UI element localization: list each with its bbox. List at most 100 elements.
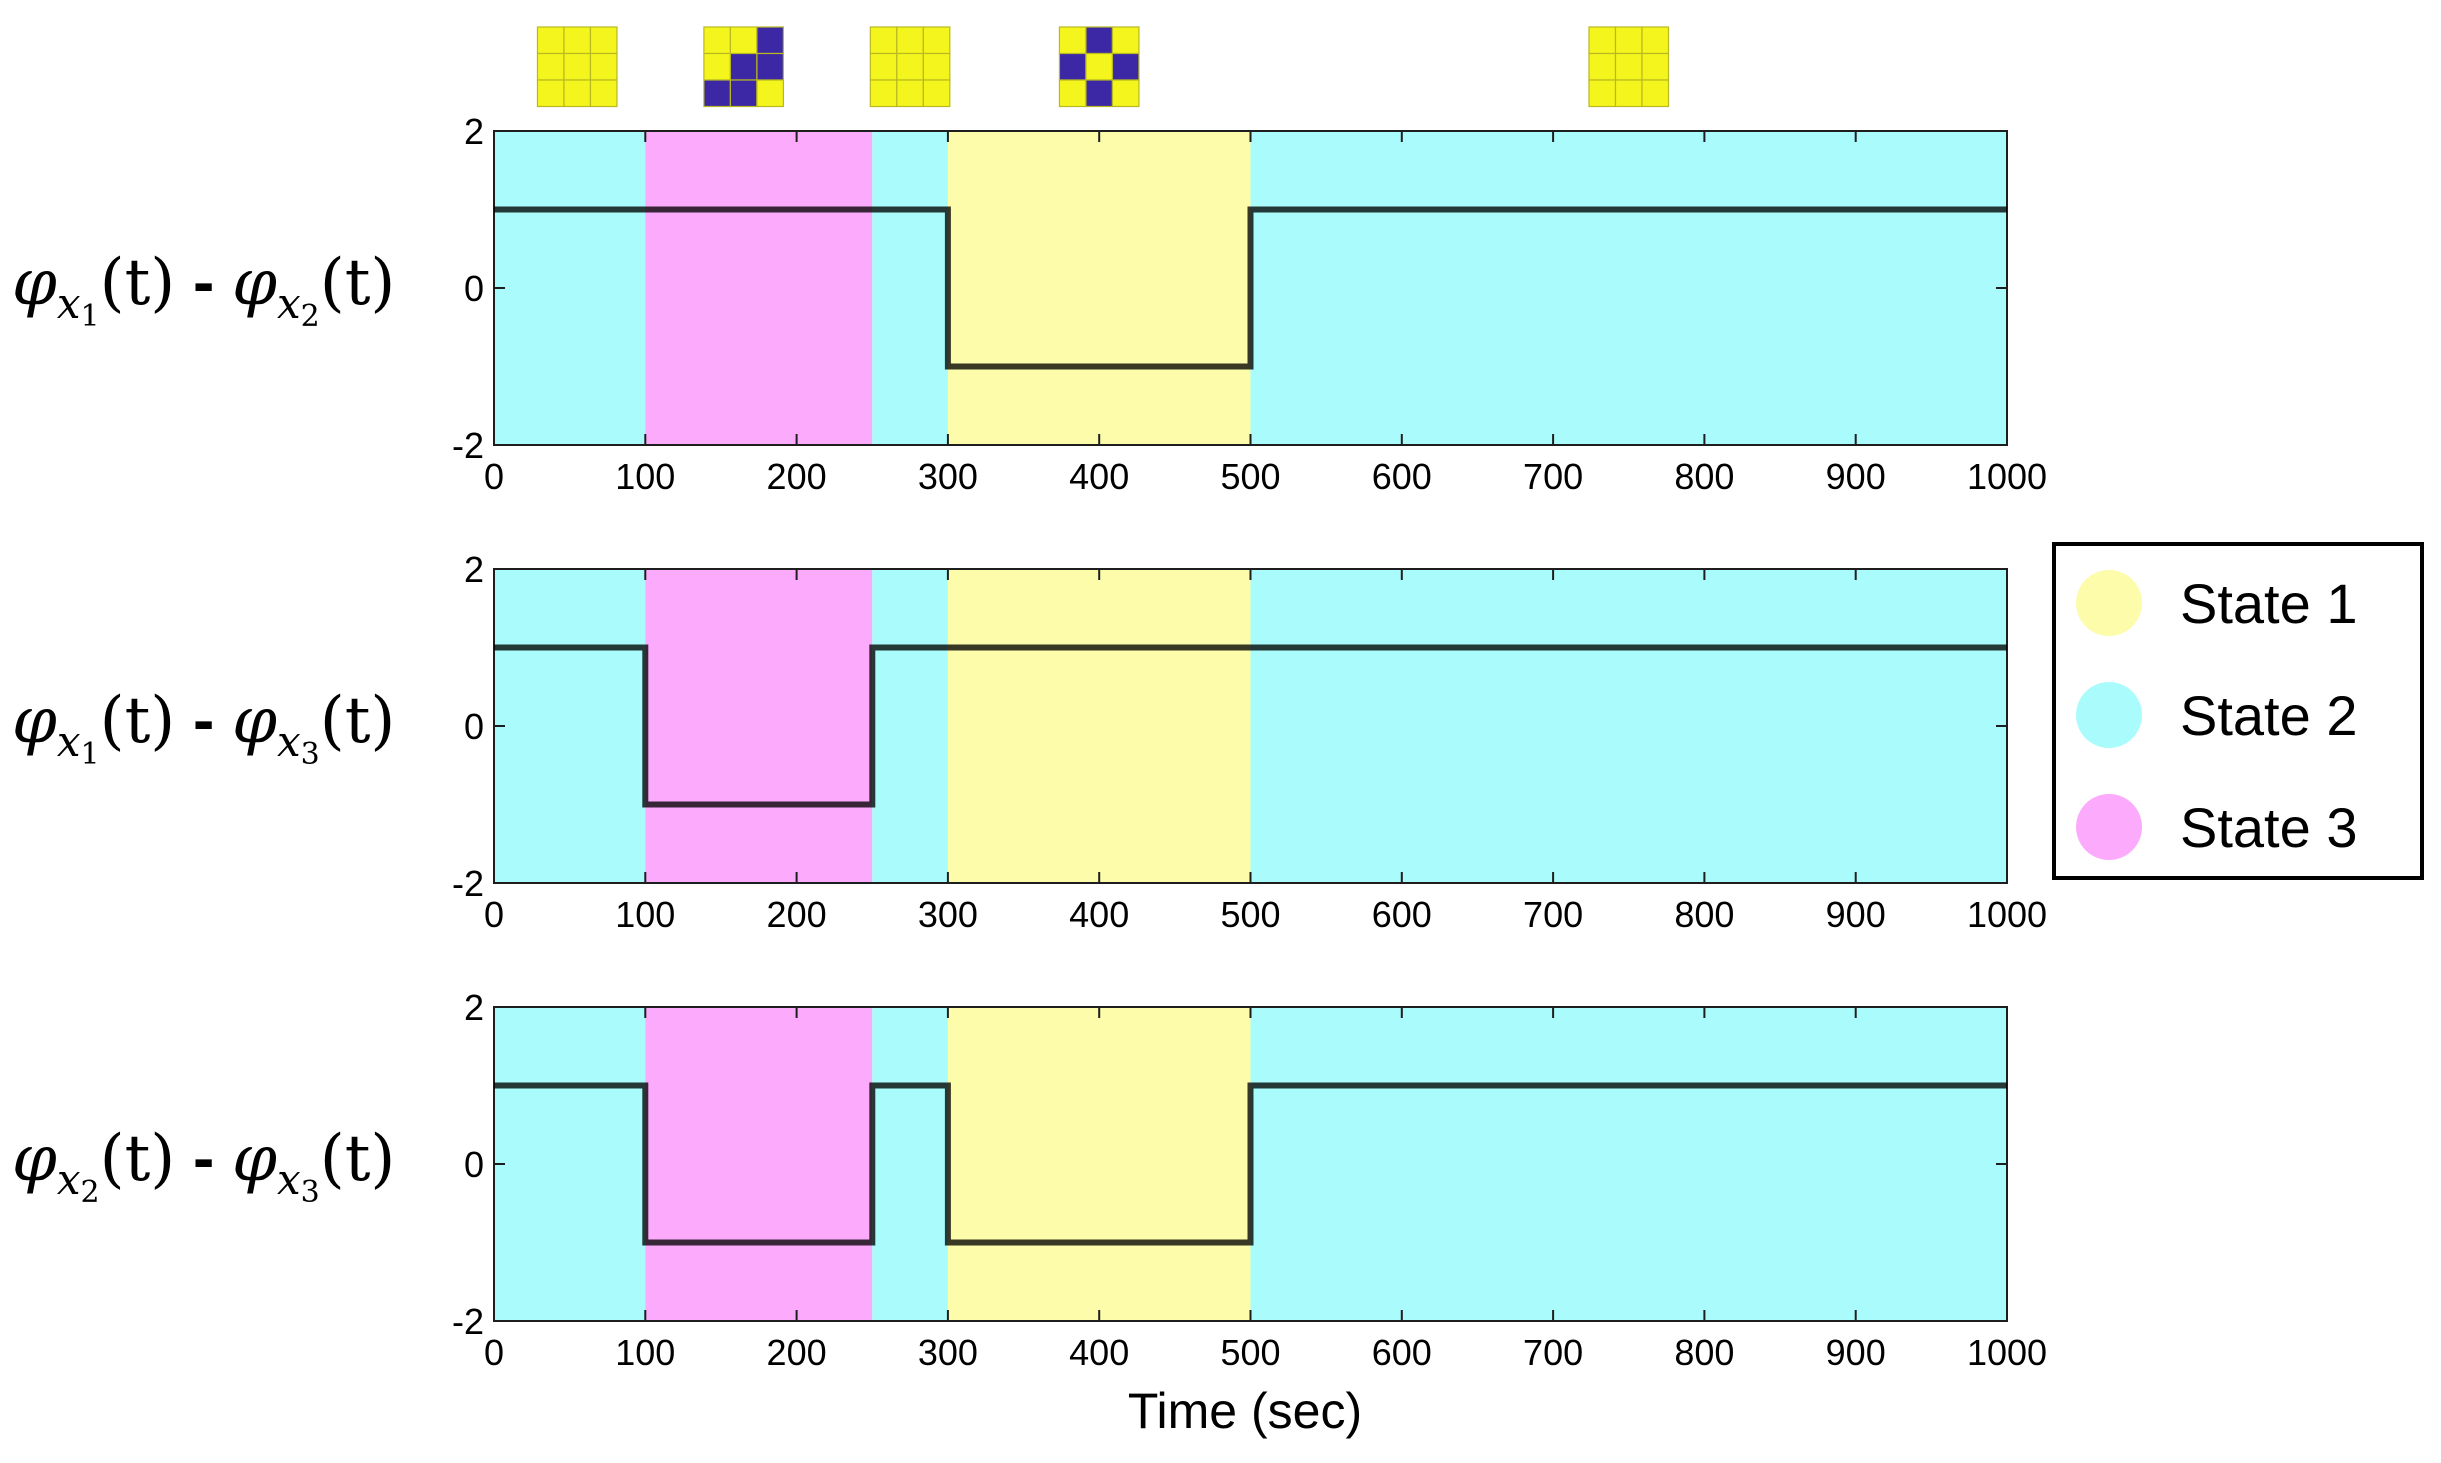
- x-tick-label: 900: [1826, 1332, 1886, 1373]
- pattern-cell: [756, 79, 784, 108]
- y-tick-label: 2: [464, 549, 484, 590]
- series-line: [494, 206, 2007, 370]
- pattern-cell: [563, 52, 592, 81]
- state-band: [494, 569, 646, 883]
- x-tick-label: 400: [1069, 1332, 1129, 1373]
- y-axis-label: φx1(t) - φx2(t): [12, 246, 395, 334]
- y-tick-label: -2: [452, 425, 484, 466]
- x-tick-label: 600: [1372, 894, 1432, 935]
- state-band: [645, 1007, 873, 1321]
- y-tick-label: -2: [452, 1301, 484, 1342]
- pattern-cell: [1641, 79, 1670, 108]
- pattern-cell: [589, 52, 618, 81]
- x-tick-label: 100: [615, 894, 675, 935]
- panel-3: 0 100 200 300 400 500 600 700 800 900 1000-202φx2(…: [12, 987, 2047, 1373]
- x-tick-label: 500: [1220, 456, 1280, 497]
- x-tick-label: 1000: [1967, 894, 2047, 935]
- x-tick-label: 200: [767, 456, 827, 497]
- legend-label: State 2: [2180, 684, 2357, 747]
- pattern-cell: [589, 26, 618, 55]
- x-tick-label: 600: [1372, 1332, 1432, 1373]
- pattern-cell: [1111, 52, 1140, 81]
- state-band: [872, 1007, 948, 1321]
- pattern-cell: [1614, 26, 1643, 55]
- pattern-cell: [589, 79, 618, 108]
- x-tick-label: 100: [615, 1332, 675, 1373]
- y-tick-label: 2: [464, 987, 484, 1028]
- pattern-cell: [1588, 52, 1617, 81]
- pattern-cell: [869, 26, 898, 55]
- pattern-cell: [703, 52, 731, 81]
- x-tick-label: 600: [1372, 456, 1432, 497]
- y-tick-label: 0: [464, 706, 484, 747]
- x-tick-label: 1000: [1967, 456, 2047, 497]
- pattern-cell: [536, 26, 565, 55]
- x-tick-label: 300: [918, 456, 978, 497]
- pattern-cell: [536, 52, 565, 81]
- pattern-cell: [703, 26, 731, 55]
- legend-marker: [2076, 682, 2142, 748]
- state-patterns: [536, 26, 1670, 108]
- pattern-icon: [1058, 26, 1140, 108]
- x-tick-label: 200: [767, 894, 827, 935]
- pattern-cell: [729, 26, 758, 55]
- x-axis-label: Time (sec): [1128, 1383, 1362, 1439]
- pattern-cell: [1641, 52, 1670, 81]
- x-tick-label: 400: [1069, 894, 1129, 935]
- x-tick-label: 1000: [1967, 1332, 2047, 1373]
- pattern-cell: [1085, 26, 1114, 55]
- pattern-cell: [922, 52, 951, 81]
- pattern-cell: [1614, 52, 1643, 81]
- pattern-cell: [729, 79, 758, 108]
- pattern-cell: [703, 79, 731, 108]
- x-tick-label: 700: [1523, 456, 1583, 497]
- legend-label: State 1: [2180, 572, 2357, 635]
- y-tick-label: -2: [452, 863, 484, 904]
- y-axis-label: φx2(t) - φx3(t): [12, 1122, 395, 1210]
- y-axis-label: φx1(t) - φx3(t): [12, 684, 395, 772]
- pattern-icon: [536, 26, 618, 108]
- state-band: [872, 569, 948, 883]
- legend: State 1 State 2 State 3: [2052, 542, 2424, 880]
- pattern-cell: [563, 26, 592, 55]
- legend-marker: [2076, 570, 2142, 636]
- x-tick-label: 900: [1826, 456, 1886, 497]
- pattern-cell: [922, 79, 951, 108]
- x-tick-label: 100: [615, 456, 675, 497]
- state-band: [947, 1007, 1251, 1321]
- pattern-cell: [536, 79, 565, 108]
- state-band: [494, 131, 646, 445]
- state-band: [1250, 569, 2007, 883]
- pattern-cell: [869, 52, 898, 81]
- pattern-cell: [1641, 26, 1670, 55]
- x-tick-label: 0: [484, 1332, 504, 1373]
- pattern-cell: [756, 26, 784, 55]
- x-tick-label: 400: [1069, 456, 1129, 497]
- y-tick-label: 0: [464, 268, 484, 309]
- x-tick-label: 0: [484, 894, 504, 935]
- pattern-cell: [896, 79, 924, 108]
- legend-label: State 3: [2180, 796, 2357, 859]
- pattern-icon: [1588, 26, 1670, 108]
- x-tick-label: 300: [918, 1332, 978, 1373]
- state-band: [947, 131, 1251, 445]
- state-band: [947, 569, 1251, 883]
- state-band: [1250, 1007, 2007, 1321]
- x-tick-label: 800: [1674, 456, 1734, 497]
- pattern-cell: [869, 79, 898, 108]
- series-line: [494, 1082, 2007, 1246]
- y-tick-label: 0: [464, 1144, 484, 1185]
- state-band: [645, 569, 873, 883]
- panel-1: 0 100 200 300 400 500 600 700 800 900 1000-202φx1(…: [12, 111, 2047, 497]
- series-line: [494, 644, 2007, 808]
- pattern-cell: [1588, 79, 1617, 108]
- x-tick-label: 200: [767, 1332, 827, 1373]
- pattern-cell: [1058, 52, 1087, 81]
- x-tick-label: 500: [1220, 1332, 1280, 1373]
- pattern-cell: [1614, 79, 1643, 108]
- pattern-cell: [1588, 26, 1617, 55]
- pattern-cell: [1058, 79, 1087, 108]
- pattern-cell: [756, 52, 784, 81]
- x-tick-label: 900: [1826, 894, 1886, 935]
